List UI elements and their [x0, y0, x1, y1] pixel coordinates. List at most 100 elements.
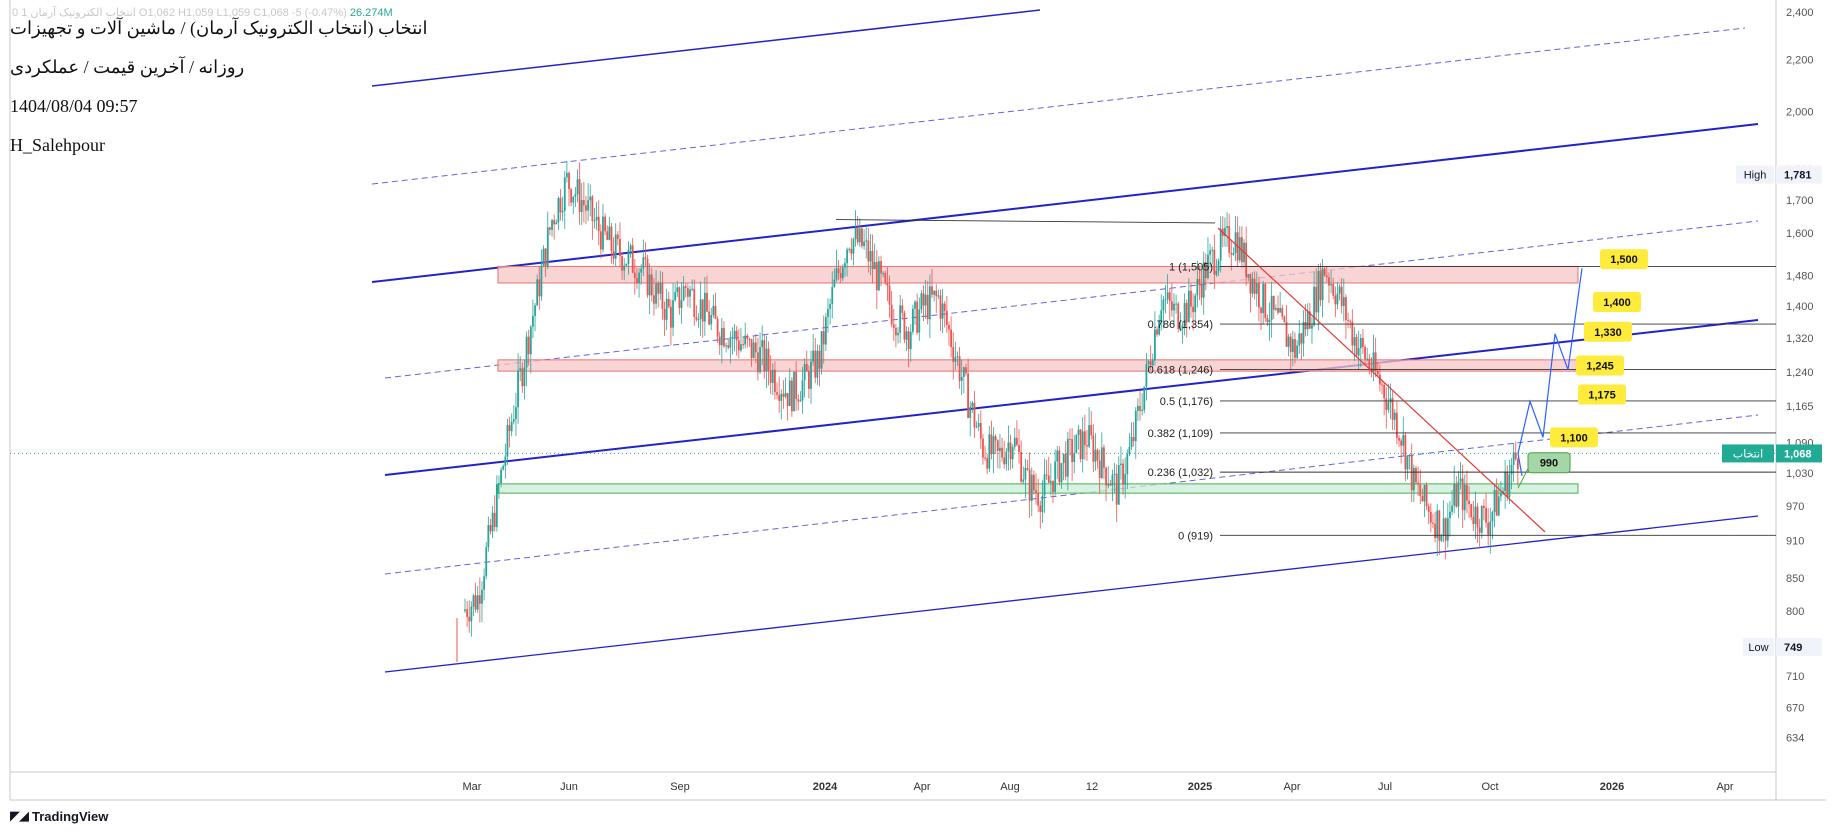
candle-body: [1287, 336, 1290, 347]
candle-body: [928, 286, 931, 320]
candle-body: [1158, 320, 1161, 335]
candle-body: [1018, 444, 1020, 452]
x-tick-label: Apr: [913, 781, 930, 793]
candle-body: [572, 196, 575, 203]
candle-body: [1323, 268, 1326, 276]
candle-body: [1024, 468, 1027, 480]
candle-body: [962, 367, 965, 377]
candle-body: [1143, 386, 1146, 410]
candle-body: [714, 305, 717, 319]
candle-body: [797, 399, 800, 402]
candle-body: [1026, 468, 1029, 470]
y-tick-label: 1,480: [1786, 271, 1814, 283]
y-tick-label: 1,400: [1786, 301, 1814, 313]
candle-body: [1283, 316, 1286, 323]
candle-body: [706, 292, 708, 312]
candle-body: [691, 288, 694, 290]
candle-body: [1130, 437, 1133, 448]
candle-body: [967, 373, 969, 418]
target-label-bg: [1593, 291, 1641, 312]
candle-body: [729, 337, 732, 348]
support-target-pointer: [1517, 468, 1529, 489]
candle-body: [937, 295, 940, 297]
y-tick-label: 1,700: [1786, 195, 1814, 207]
candle-body: [776, 392, 778, 395]
candle-body: [1461, 478, 1464, 511]
candle-body: [1270, 295, 1273, 320]
y-tick-label: 2,200: [1786, 54, 1814, 66]
fib-label-0.618: 0.618 (1,246): [1148, 364, 1213, 376]
candle-body: [644, 257, 647, 259]
candle-body: [597, 216, 600, 232]
y-tick-label: 710: [1786, 671, 1804, 683]
candle-body: [791, 380, 793, 412]
tradingview-logo[interactable]: ◤◢ TradingView: [10, 808, 108, 824]
candle-body: [616, 234, 619, 239]
target-label-bg: [1550, 427, 1598, 448]
candle-body: [869, 250, 872, 262]
candle-body: [886, 282, 889, 286]
candle-body: [735, 330, 738, 341]
candle-body: [935, 290, 938, 297]
candle-body: [1075, 434, 1078, 454]
candle-body: [1247, 274, 1250, 278]
candle-body: [650, 274, 653, 296]
candle-body: [1353, 337, 1356, 346]
candle-body: [1098, 460, 1101, 478]
candle-body: [676, 287, 679, 293]
y-tick-label: 2,000: [1786, 106, 1814, 118]
candle-body: [1073, 453, 1076, 462]
candle-body: [689, 289, 691, 297]
candle-body: [1277, 307, 1279, 313]
candle-body: [1421, 495, 1424, 502]
candle-body: [1088, 425, 1090, 447]
candle-body: [1166, 292, 1169, 300]
y-tick-label: 850: [1786, 573, 1804, 585]
candle-body: [1007, 442, 1010, 452]
candle-body: [680, 300, 683, 308]
candle-body: [1086, 445, 1088, 447]
candle-body: [1079, 429, 1082, 460]
candle-body: [884, 273, 887, 283]
projection-path: [1517, 268, 1583, 454]
candle-body: [710, 314, 713, 325]
candle-body: [1321, 268, 1324, 301]
candle-body: [918, 309, 921, 333]
candle-body: [899, 305, 902, 333]
candle-body: [945, 310, 948, 325]
candle-body: [1374, 352, 1377, 372]
candle-body: [1459, 478, 1462, 482]
candle-body: [1419, 484, 1422, 496]
candle-body: [667, 298, 670, 307]
candle-body: [941, 303, 944, 319]
candle-body: [1423, 484, 1426, 502]
candle-body: [1255, 283, 1258, 294]
candle-body: [1351, 321, 1354, 346]
candle-body: [1279, 308, 1282, 313]
candle-body: [954, 357, 957, 362]
candle-body: [880, 261, 882, 274]
candle-body: [1043, 474, 1046, 496]
candle-body: [483, 576, 486, 590]
candle-body: [589, 196, 592, 201]
candle-body: [553, 220, 556, 225]
candle-body: [1398, 437, 1400, 441]
candle-body: [498, 483, 500, 485]
candle-body: [778, 394, 781, 401]
candle-body: [969, 406, 972, 418]
candle-body: [1120, 463, 1122, 466]
candle-body: [1338, 286, 1341, 294]
candle-body: [621, 256, 623, 271]
candle-body: [693, 288, 696, 317]
candle-body: [595, 216, 598, 221]
candle-body: [1457, 481, 1460, 507]
candle-body: [816, 350, 819, 378]
candle-body: [759, 347, 761, 373]
candle-body: [481, 589, 483, 604]
candle-body: [1253, 279, 1256, 294]
candle-body: [1245, 242, 1248, 278]
candle-body: [642, 257, 645, 269]
candle-body: [960, 376, 963, 381]
